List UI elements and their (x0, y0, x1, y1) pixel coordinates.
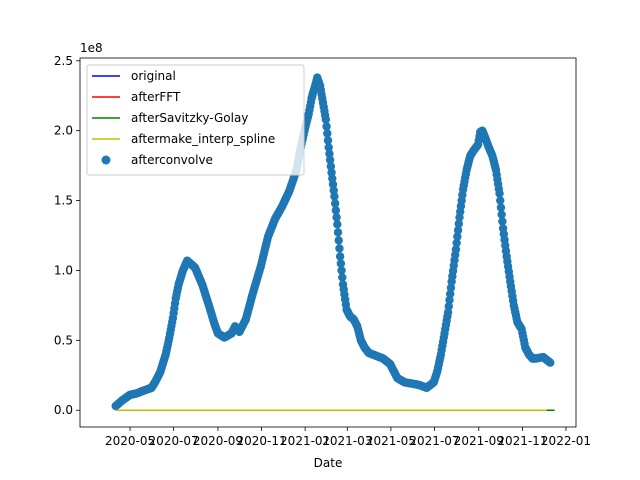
legend-label-original: original (131, 69, 176, 83)
x-tick-label: 2021-09 (454, 434, 504, 448)
legend-label-aftersavitzky-golay: afterSavitzky-Golay (131, 111, 248, 125)
x-tick-label: 2021-05 (366, 434, 416, 448)
data-point (323, 129, 332, 138)
data-point (334, 236, 343, 245)
data-point (495, 189, 504, 198)
data-point (323, 136, 333, 145)
data-point (336, 259, 346, 268)
data-point (335, 244, 344, 253)
data-point (333, 220, 342, 229)
data-point (446, 283, 456, 292)
plot-area (111, 73, 555, 411)
data-point (445, 295, 454, 305)
legend: original afterFFT afterSavitzky-Golay after… (86, 64, 305, 176)
data-point (325, 149, 334, 158)
data-point (497, 210, 506, 219)
x-tick-label: 2020-09 (193, 434, 243, 448)
data-point (453, 226, 463, 235)
data-point (333, 228, 343, 237)
y-tick-label: 0.0 (54, 403, 73, 417)
data-point (446, 289, 455, 299)
data-point (332, 213, 341, 222)
data-point (454, 219, 463, 228)
x-tick-label: 2021-11 (497, 434, 547, 448)
y-offset-label: 1e8 (80, 41, 103, 55)
data-point (322, 122, 331, 131)
y-tick-label: 2.5 (54, 54, 73, 68)
data-point (498, 217, 507, 226)
data-point (443, 308, 453, 317)
series-afterconvolve (111, 73, 555, 411)
legend-label-afterfft: afterFFT (131, 90, 181, 104)
data-point (337, 266, 346, 275)
data-point (330, 192, 339, 201)
y-tick-label: 1.5 (54, 194, 73, 208)
x-tick-label: 2021-01 (280, 434, 330, 448)
x-tick-label: 2020-05 (105, 434, 155, 448)
data-point (331, 206, 341, 215)
x-tick-label: 2020-11 (236, 434, 286, 448)
legend-label-afterconvolve: afterconvolve (131, 153, 213, 167)
x-tick-label: 2021-07 (409, 434, 459, 448)
x-tick-label: 2021-03 (322, 434, 372, 448)
data-point (330, 199, 340, 208)
data-point (496, 203, 506, 212)
data-point (321, 115, 331, 124)
x-axis: 2020-052020-072020-092020-112021-012021-… (105, 427, 591, 448)
x-axis-label: Date (314, 456, 343, 470)
y-tick-label: 2.0 (54, 124, 73, 138)
legend-box (86, 64, 305, 176)
data-point (335, 252, 345, 261)
data-point (452, 238, 461, 248)
legend-label-aftermake-interp-spline: aftermake_interp_spline (131, 132, 275, 146)
data-point (325, 155, 335, 165)
y-tick-label: 0.5 (54, 333, 73, 347)
data-point (324, 143, 333, 152)
plot-frame (79, 57, 577, 428)
y-tick-label: 1.0 (54, 263, 73, 277)
y-axis: 0.0 0.5 1.0 1.5 2.0 2.5 (54, 54, 80, 417)
data-point (444, 302, 453, 311)
data-point (453, 232, 462, 241)
data-point (326, 162, 336, 171)
data-point (546, 358, 555, 367)
x-tick-label: 2022-01 (541, 434, 591, 448)
data-point (338, 273, 347, 282)
data-point (496, 196, 505, 205)
data-point (451, 245, 461, 254)
x-tick-label: 2020-07 (149, 434, 199, 448)
legend-marker-afterconvolve (101, 155, 111, 165)
